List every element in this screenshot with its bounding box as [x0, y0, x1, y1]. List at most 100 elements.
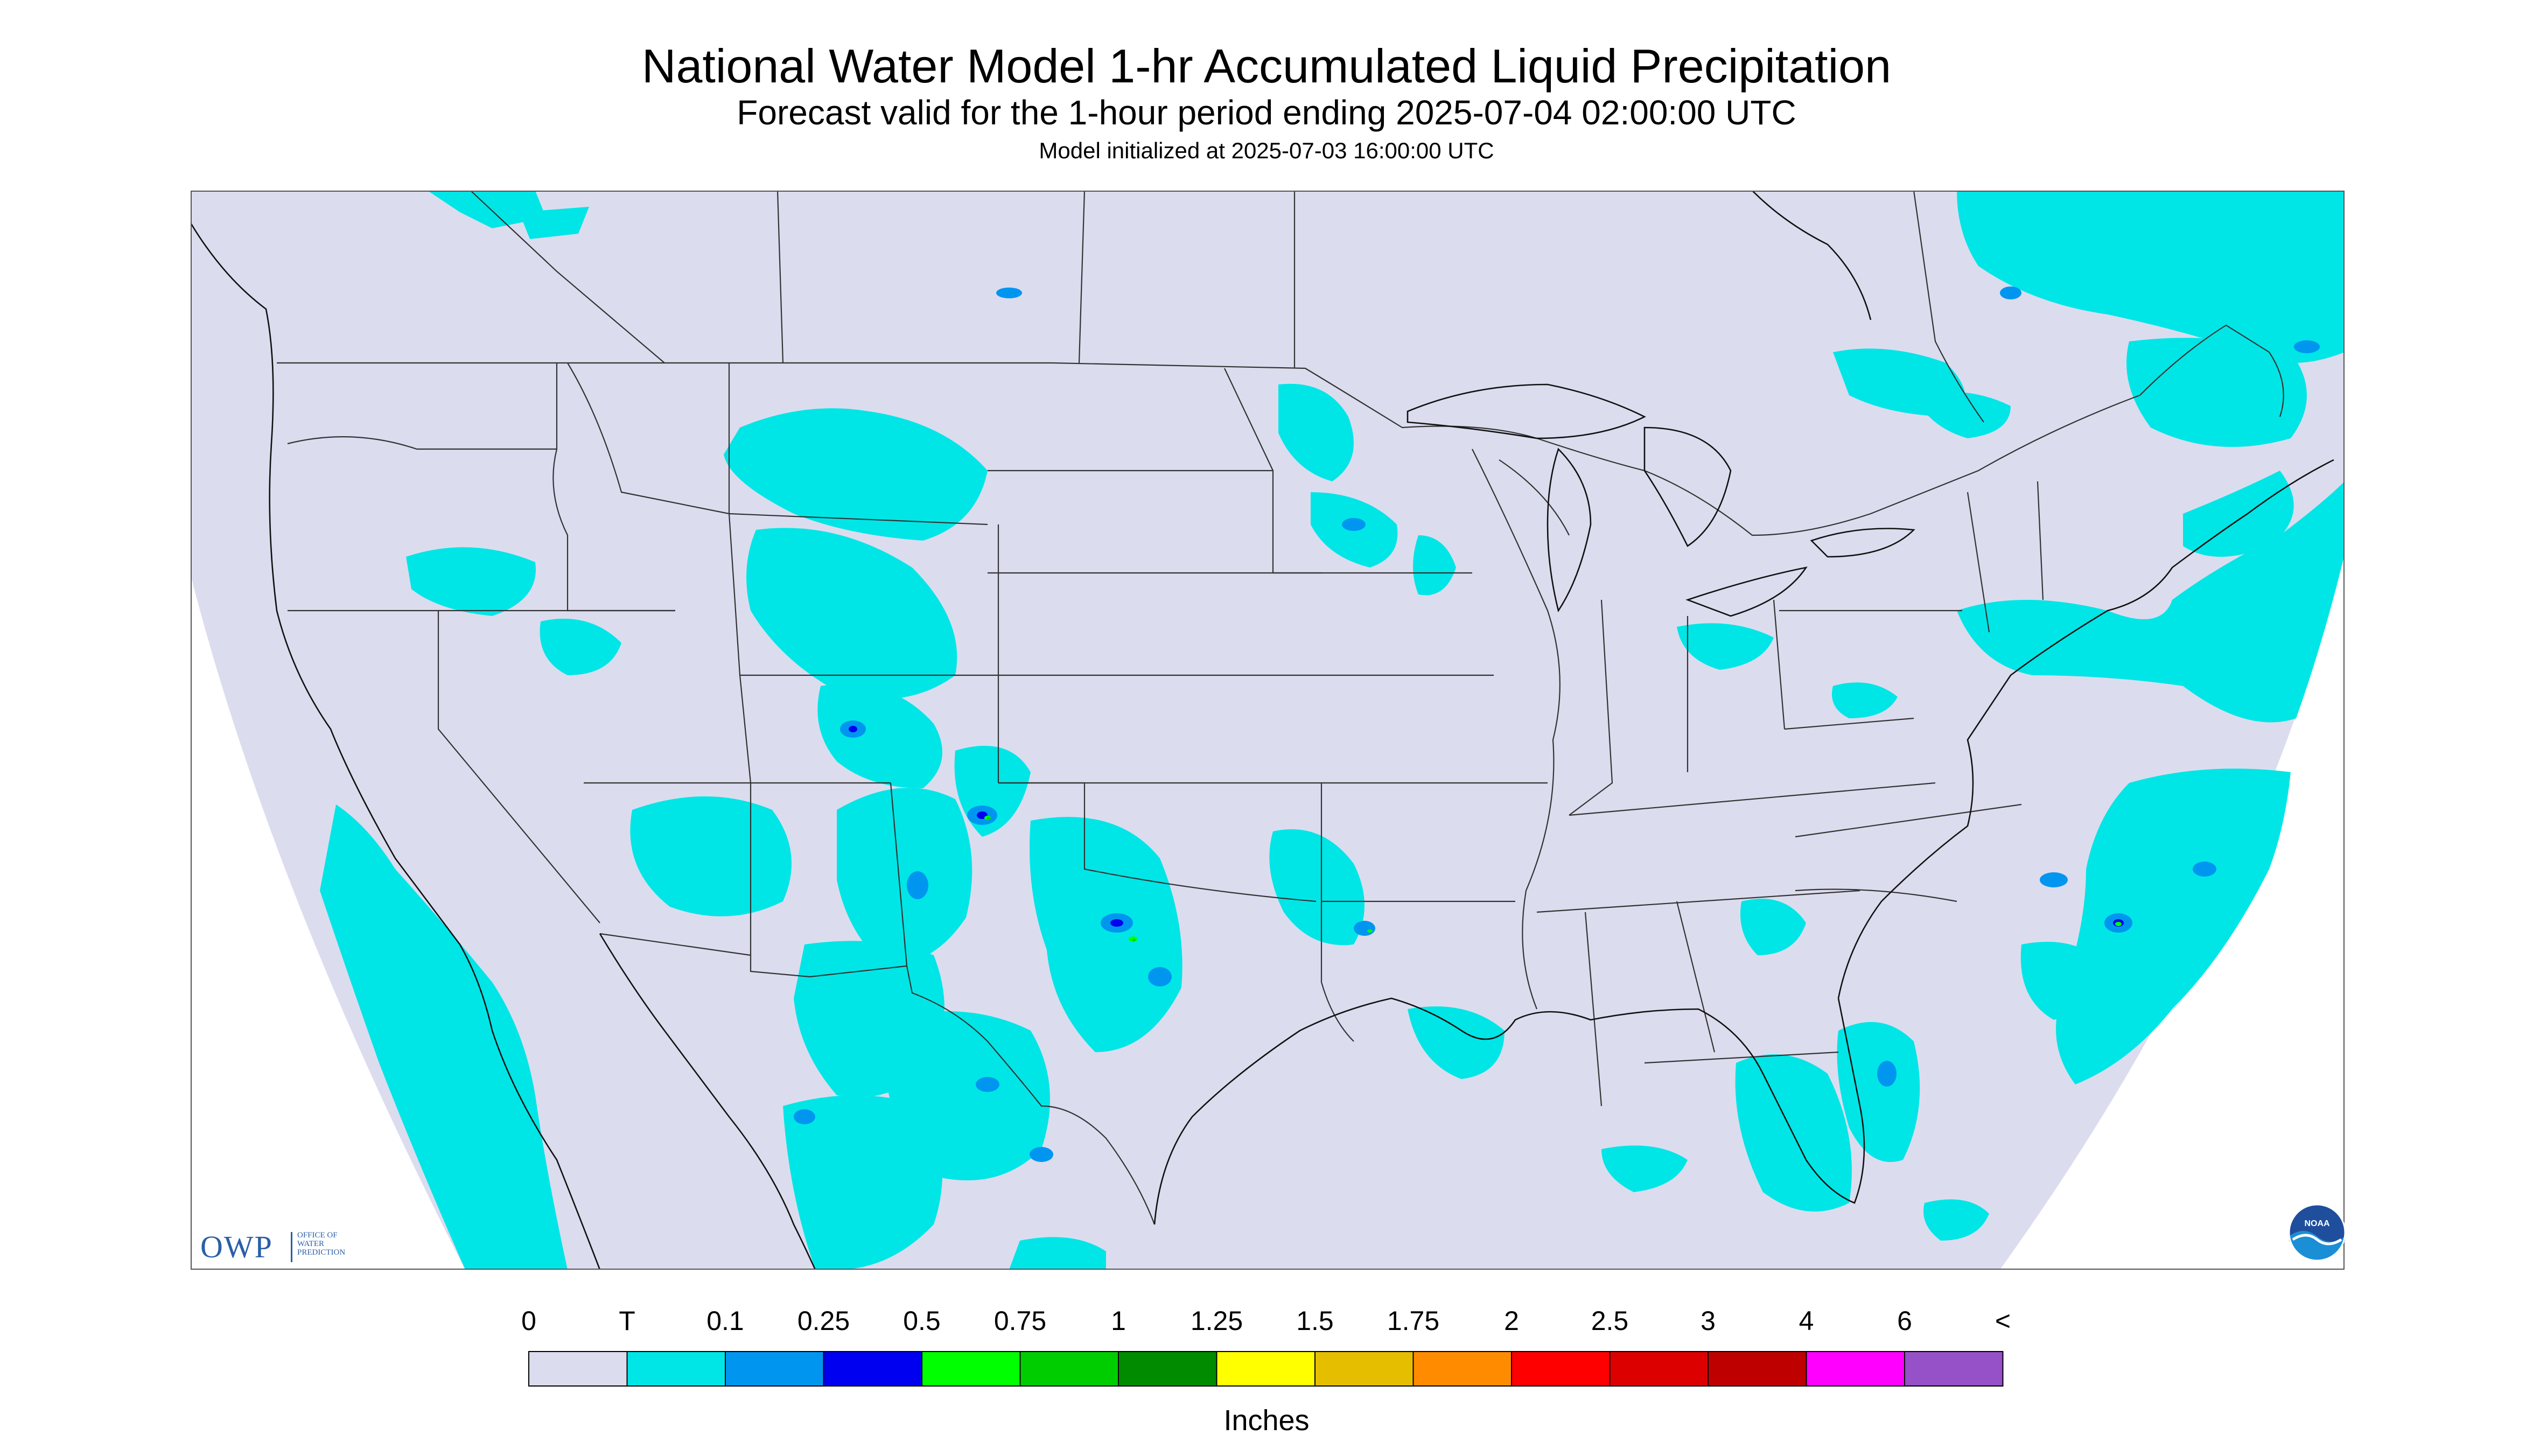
precip-075-areas	[987, 817, 1136, 941]
legend-box	[725, 1351, 824, 1387]
precip-gulf-east	[1601, 1145, 1688, 1192]
owp-logo-text: OWP	[200, 1229, 273, 1264]
model-init-text: Model initialized at 2025-07-03 16:00:00…	[1039, 138, 1494, 163]
coast-pacific	[191, 222, 601, 1270]
precip-01-areas	[794, 286, 2320, 1162]
precip-mexico	[783, 1095, 942, 1270]
border-nc-sc	[1795, 888, 1957, 902]
legend-box	[1412, 1351, 1512, 1387]
border-mt-id	[567, 362, 730, 515]
legend-box	[1806, 1351, 1905, 1387]
owp-sub-line-3: PREDICTION	[297, 1248, 346, 1257]
legend-box	[1708, 1351, 1807, 1387]
legend-tick-label: 1.25	[1191, 1306, 1243, 1336]
legend-tick-label: 0.75	[994, 1306, 1046, 1336]
precip-ontario-2	[1914, 391, 2011, 438]
precip-florida	[1735, 1054, 1852, 1212]
lake-erie	[1685, 566, 1808, 617]
legend-boxes	[528, 1351, 2004, 1387]
border-ok-tx	[998, 782, 1317, 902]
map-title: National Water Model 1-hr Accumulated Li…	[641, 39, 1892, 93]
legend-unit-label: Inches	[1223, 1404, 1309, 1437]
owp-sub-line-1: OFFICE OF	[297, 1231, 338, 1240]
legend-tick-label: 0.25	[797, 1306, 850, 1336]
border-dakotas-mn	[1224, 368, 1274, 573]
coast-atlantic	[1837, 459, 2334, 999]
border-ab-sk	[776, 191, 784, 363]
owp-logo: OWP OFFICE OF WATER PREDICTION	[200, 1229, 378, 1264]
precip-ky	[1832, 682, 1898, 718]
border-ky-tn	[1569, 782, 1936, 816]
precip-wyoming	[746, 528, 957, 699]
hudson-bay-shore	[1752, 191, 1872, 320]
coast-gulf-mexico	[1153, 997, 1865, 1225]
lake-superior	[1407, 383, 1646, 439]
border-al-ga	[1676, 901, 1716, 1053]
precip-co-ut	[817, 684, 942, 788]
precip-nevada	[540, 619, 621, 675]
precip-idaho	[406, 547, 536, 616]
legend-tick-label: 4	[1799, 1306, 1814, 1336]
border-oh-pa	[1773, 599, 1786, 730]
border-md-pa	[1784, 717, 1914, 730]
legend-tick-label: 1.75	[1387, 1306, 1439, 1336]
precip-la-coast	[1408, 1006, 1505, 1079]
legend-tick-label: 0	[521, 1306, 536, 1336]
legend-box	[823, 1351, 922, 1387]
precip-quebec	[1957, 191, 2345, 363]
lake-michigan	[1547, 447, 1592, 613]
border-on-qc	[1913, 191, 1984, 423]
border-ca-nv	[437, 611, 600, 923]
legend-box	[1904, 1351, 2004, 1387]
border-wa-or	[287, 436, 557, 450]
legend-tick-label: 1.5	[1296, 1306, 1334, 1336]
precip-pnw-2	[519, 207, 589, 239]
map-subtitle: Forecast valid for the 1-hour period end…	[737, 93, 1796, 132]
precip-maine	[2183, 471, 2294, 557]
legend-box	[1609, 1351, 1709, 1387]
border-wi-mi	[1499, 459, 1570, 536]
coast-gulf-of-california	[599, 933, 816, 1270]
owp-sub-line-2: WATER	[297, 1240, 324, 1248]
border-ga-fl	[1644, 1051, 1839, 1064]
state-borders	[277, 191, 2284, 1225]
legend-labels: 0 T 0.1 0.25 0.5 0.75 1 1.25 1.5 1.75 2 2.5 3 4 6 <	[521, 1306, 2011, 1336]
legend-tick-label: 2	[1504, 1306, 1519, 1336]
precip-nm	[837, 788, 972, 966]
precip-georgia	[1740, 899, 1806, 955]
precip-new-england	[1957, 481, 2345, 723]
precip-atlantic	[2056, 768, 2291, 1084]
border-nm-tx	[890, 782, 908, 967]
precip-pacific-baja	[320, 804, 568, 1270]
border-bc-ab	[470, 191, 665, 363]
legend-box	[528, 1351, 628, 1387]
legend-tick-label: 6	[1897, 1306, 1912, 1336]
legend-tick-label: 1	[1111, 1306, 1126, 1336]
legend-box	[626, 1351, 726, 1387]
owp-logo-subtext: OFFICE OF WATER PREDICTION	[297, 1231, 383, 1257]
precip-mexico-2	[1009, 1237, 1106, 1270]
border-ms-al	[1584, 912, 1603, 1107]
noaa-logo: NOAA	[2287, 1203, 2347, 1262]
legend-box	[921, 1351, 1021, 1387]
legend-box	[1019, 1351, 1119, 1387]
lake-huron	[1643, 426, 1732, 547]
precip-ohio	[1677, 623, 1774, 670]
precip-arkla	[1269, 829, 1365, 946]
precip-florida-east	[1837, 1022, 1920, 1162]
precip-tx-ok	[1030, 817, 1182, 1052]
border-mississippi	[1472, 449, 1561, 1010]
precipitation-map	[191, 191, 2345, 1270]
coastlines	[191, 191, 2334, 1270]
lake-ontario	[1810, 528, 1915, 558]
legend-tick-label: 0.5	[903, 1306, 941, 1336]
legend-box	[1314, 1351, 1414, 1387]
noaa-logo-text: NOAA	[2304, 1219, 2330, 1228]
border-id-wy	[552, 363, 675, 612]
precip-minnesota	[1278, 383, 1354, 481]
legend-box	[1216, 1351, 1316, 1387]
precip-carolina-offshore	[2020, 942, 2108, 1020]
precip-bahamas	[1923, 1199, 1989, 1241]
legend-box	[1511, 1351, 1611, 1387]
map-frame	[191, 191, 2345, 1270]
